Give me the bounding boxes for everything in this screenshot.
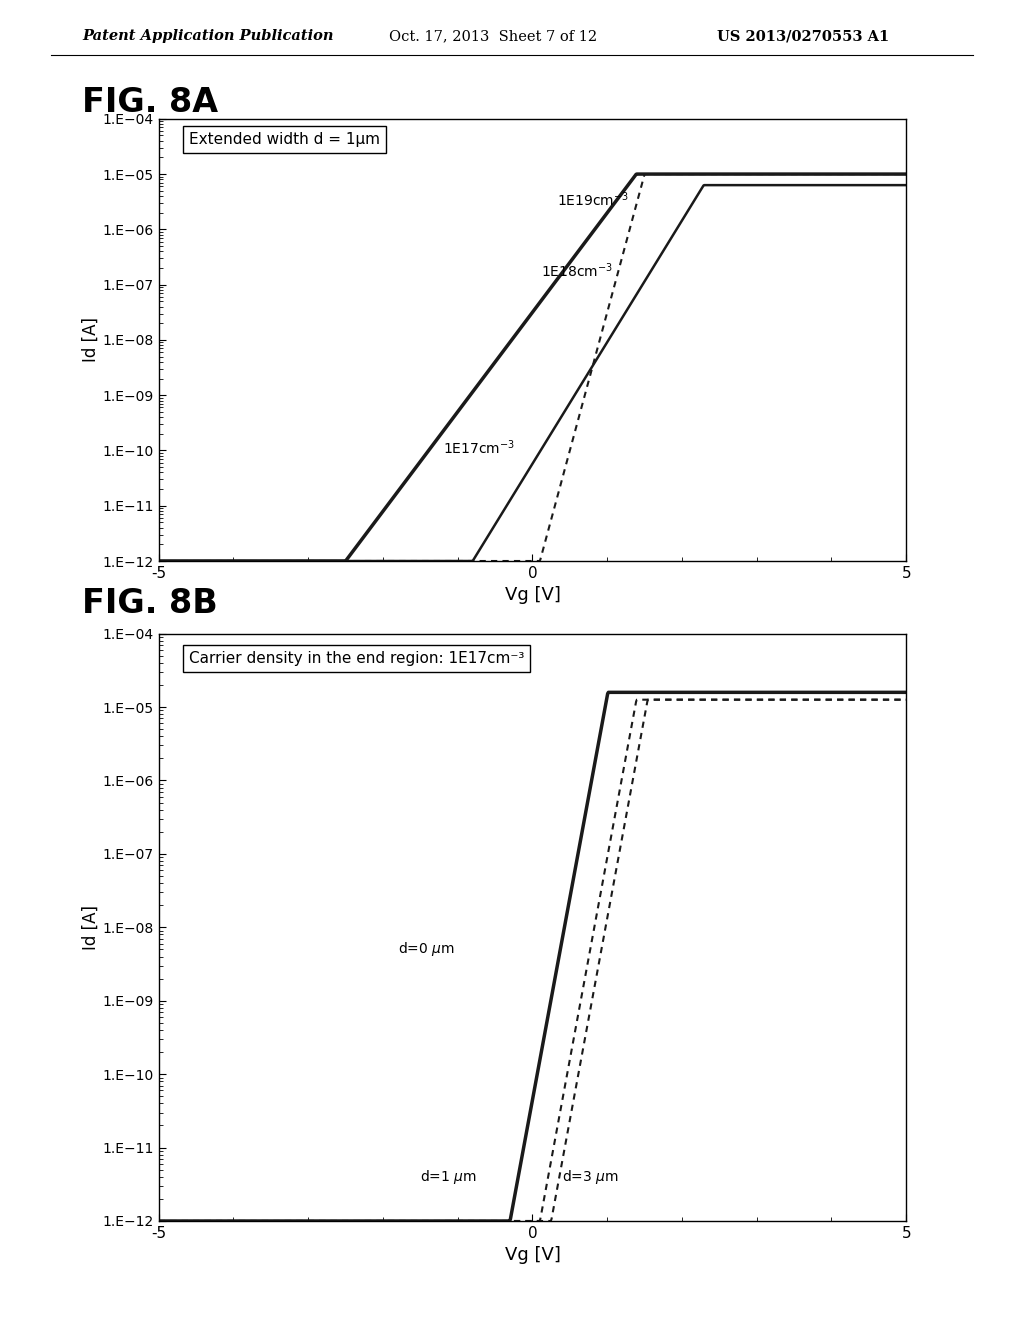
X-axis label: Vg [V]: Vg [V] xyxy=(505,586,560,605)
Text: FIG. 8B: FIG. 8B xyxy=(82,587,218,620)
Text: d=3 $\mu$m: d=3 $\mu$m xyxy=(562,1168,620,1185)
Text: Patent Application Publication: Patent Application Publication xyxy=(82,29,334,44)
Text: Extended width d = 1μm: Extended width d = 1μm xyxy=(188,132,380,147)
Text: 1E18cm$^{-3}$: 1E18cm$^{-3}$ xyxy=(542,261,613,280)
Y-axis label: Id [A]: Id [A] xyxy=(82,317,99,363)
X-axis label: Vg [V]: Vg [V] xyxy=(505,1246,560,1265)
Text: 1E17cm$^{-3}$: 1E17cm$^{-3}$ xyxy=(442,438,515,458)
Text: US 2013/0270553 A1: US 2013/0270553 A1 xyxy=(717,29,889,44)
Text: d=1 $\mu$m: d=1 $\mu$m xyxy=(421,1168,477,1185)
Text: FIG. 8A: FIG. 8A xyxy=(82,86,218,119)
Text: 1E19cm$^{-3}$: 1E19cm$^{-3}$ xyxy=(557,190,629,209)
Text: d=0 $\mu$m: d=0 $\mu$m xyxy=(398,940,455,958)
Text: Carrier density in the end region: 1E17cm⁻³: Carrier density in the end region: 1E17c… xyxy=(188,651,524,667)
Text: Oct. 17, 2013  Sheet 7 of 12: Oct. 17, 2013 Sheet 7 of 12 xyxy=(389,29,597,44)
Y-axis label: Id [A]: Id [A] xyxy=(82,904,99,950)
